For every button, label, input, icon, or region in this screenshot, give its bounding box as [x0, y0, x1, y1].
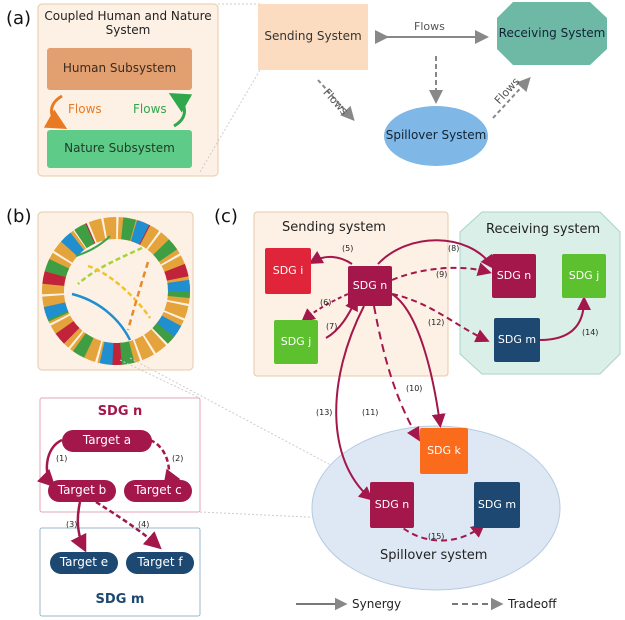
human-subsystem-label: Human Subsystem	[62, 61, 177, 76]
arrow-11	[373, 305, 421, 442]
target-e: Target e	[50, 552, 118, 574]
label-12: (12)	[428, 318, 445, 327]
wheel-link-green	[77, 246, 143, 285]
panel-a-letter: (a)	[6, 8, 32, 29]
label-11: (11)	[362, 408, 379, 417]
label-2: (2)	[172, 454, 184, 463]
label-14: (14)	[582, 328, 599, 337]
label-5: (5)	[342, 244, 354, 253]
nature-subsystem-label: Nature Subsystem	[64, 141, 175, 156]
label-3: (3)	[66, 520, 78, 529]
target-a: Target a	[62, 430, 152, 452]
wheel-link-orange	[126, 261, 150, 331]
wheel-link-yellow	[87, 264, 152, 319]
flows-right-arrow	[168, 93, 193, 128]
target-b: Target b	[48, 480, 116, 502]
legend-synergy-label: Synergy	[352, 597, 402, 611]
label-6: (6)	[320, 298, 332, 307]
receiving-sdg-m: SDG m	[494, 318, 540, 362]
receiving-system-label: Receiving System	[498, 25, 606, 40]
label-9: (9)	[436, 270, 448, 279]
dotted-connector	[119, 359, 201, 399]
flows-diag-left-arrow	[317, 79, 355, 121]
arrow-5	[308, 250, 353, 265]
flows-diag-right-arrow	[492, 77, 531, 119]
label-13: (13)	[316, 408, 333, 417]
spillover-sdg-m: SDG m	[474, 482, 520, 528]
sdg-wheel-ring-overlay	[42, 217, 190, 365]
sdg-m-title: SDG m	[95, 592, 145, 607]
arrow-10	[391, 293, 446, 428]
arrow-13	[335, 305, 374, 501]
spillover-sdg-n: SDG n	[370, 482, 414, 528]
label-1: (1)	[56, 454, 68, 463]
target-c: Target c	[124, 480, 192, 502]
arrow-8	[377, 239, 495, 270]
legend-tradeoff-label: Tradeoff	[508, 597, 557, 611]
spillover-system-label: Spillover System	[385, 128, 487, 143]
arrow-15	[395, 521, 486, 542]
sending-system-label: Sending System	[264, 29, 362, 44]
chns-title: Coupled Human and Nature System	[44, 9, 212, 37]
receiving-system-box	[497, 2, 607, 65]
sending-sdg-n: SDG n	[348, 266, 392, 306]
flows-left-arrow	[43, 94, 68, 129]
label-8: (8)	[448, 244, 460, 253]
sending-system-box	[258, 4, 368, 70]
spillover-system-ellipse	[384, 106, 488, 166]
sending-sdg-i: SDG i	[265, 248, 311, 294]
nature-subsystem-box	[47, 130, 192, 168]
spillover-sdg-k: SDG k	[420, 428, 468, 474]
sending-sdg-j: SDG j	[274, 320, 318, 364]
flows-left-label: Flows	[68, 102, 102, 116]
panel-c-letter: (c)	[214, 206, 238, 227]
label-15: (15)	[428, 532, 445, 541]
target-f: Target f	[126, 552, 194, 574]
sdg-wheel-ring-overlay	[42, 217, 190, 365]
arrow-1	[36, 438, 63, 488]
label-10: (10)	[406, 384, 423, 393]
label-4: (4)	[138, 520, 150, 529]
sending-system-title: Sending system	[282, 220, 386, 235]
flows-top-label: Flows	[414, 20, 445, 33]
dotted-connector	[199, 511, 373, 521]
receiving-sdg-j: SDG j	[562, 254, 606, 298]
sdg-n-title: SDG n	[97, 404, 143, 419]
spillover-system-title: Spillover system	[380, 548, 488, 563]
arrow-14	[539, 296, 591, 341]
receiving-sdg-n: SDG n	[492, 254, 536, 298]
arrow-3	[70, 501, 87, 553]
human-subsystem-box	[47, 48, 192, 90]
wheel-link-green-solid	[75, 235, 111, 257]
panel-b-letter: (b)	[6, 206, 32, 227]
receiving-system-title: Receiving system	[486, 222, 601, 237]
wheel-link-blue	[71, 292, 132, 341]
flows-right-label: Flows	[133, 102, 167, 116]
label-7: (7)	[326, 322, 338, 331]
arrow-12	[391, 293, 490, 343]
